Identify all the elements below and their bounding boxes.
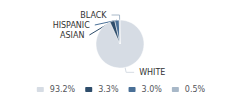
svg-text:WHITE: WHITE (139, 68, 165, 77)
svg-text:3.0%: 3.0% (142, 85, 163, 94)
svg-text:HISPANIC: HISPANIC (53, 21, 91, 30)
svg-text:ASIAN: ASIAN (60, 31, 84, 40)
svg-text:3.3%: 3.3% (98, 85, 119, 94)
svg-text:0.5%: 0.5% (185, 85, 206, 94)
svg-text:BLACK: BLACK (80, 11, 107, 20)
svg-text:93.2%: 93.2% (50, 85, 76, 94)
